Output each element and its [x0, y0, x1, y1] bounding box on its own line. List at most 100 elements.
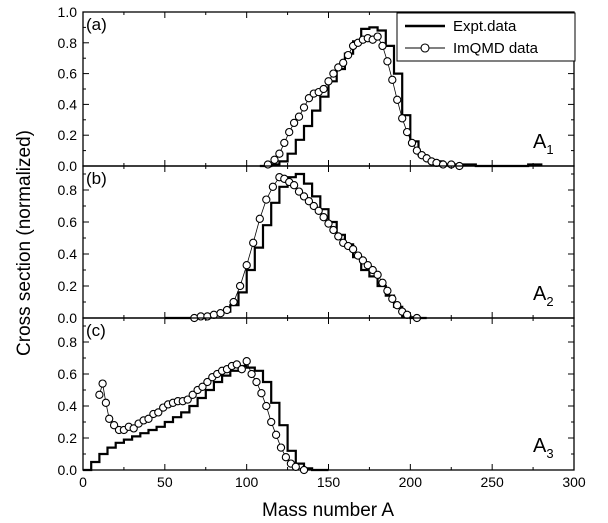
imqmd-point: [388, 75, 397, 84]
panel-mass-label-sub: 1: [546, 142, 553, 157]
imqmd-point: [263, 160, 273, 169]
panel-mass-label-sub: 2: [546, 294, 553, 309]
panel-mass-label-sub: 3: [546, 446, 553, 461]
panel-tag: (b): [86, 169, 107, 188]
imqmd-point: [438, 160, 448, 169]
imqmd-point: [252, 377, 261, 387]
imqmd-point: [209, 310, 219, 319]
imqmd-point: [268, 182, 278, 191]
imqmd-point: [270, 155, 279, 164]
x-tick-label: 200: [399, 474, 423, 490]
panel-tag: (c): [86, 321, 106, 340]
imqmd-point: [242, 357, 251, 366]
imqmd-point: [402, 310, 412, 319]
imqmd-point: [229, 297, 238, 307]
panel-mass-label: A3: [533, 435, 554, 461]
imqmd-point: [216, 309, 225, 318]
imqmd-point: [188, 390, 197, 399]
series-imqmd-line: [99, 360, 305, 471]
imqmd-point: [398, 114, 407, 123]
x-tick-label: 0: [79, 474, 87, 490]
imqmd-point: [129, 424, 138, 433]
imqmd-point: [198, 382, 207, 391]
imqmd-point: [363, 261, 372, 270]
imqmd-point: [304, 94, 314, 103]
imqmd-point: [299, 465, 309, 475]
y-tick-label: 0.4: [58, 96, 78, 112]
legend-imqmd-label: ImQMD data: [453, 40, 539, 57]
y-tick-label: 0.8: [58, 182, 78, 198]
y-tick-label: 0.4: [58, 246, 78, 262]
imqmd-point: [314, 206, 323, 215]
imqmd-point: [353, 251, 363, 260]
imqmd-point: [383, 57, 392, 66]
series-expt-line: [164, 172, 427, 320]
imqmd-point: [280, 138, 289, 148]
imqmd-point: [285, 127, 294, 137]
imqmd-point: [275, 149, 284, 158]
y-tick-label: 0.6: [58, 214, 78, 230]
imqmd-point: [289, 118, 299, 128]
imqmd-point: [109, 421, 119, 430]
imqmd-point: [291, 462, 300, 471]
y-tick-label: 0.2: [58, 430, 78, 446]
imqmd-point: [105, 414, 114, 423]
panel-mass-label: A2: [533, 283, 554, 309]
imqmd-point: [249, 238, 258, 247]
imqmd-point: [383, 286, 392, 295]
panels-layer: 0.0 0.2 0.4 0.6 0.8 1.0 (a) A1 0.0 0.2 0.4 0.6 0.8 (b…: [58, 4, 586, 490]
imqmd-point: [329, 69, 338, 78]
imqmd-point: [281, 453, 291, 462]
imqmd-point: [299, 192, 309, 201]
imqmd-point: [95, 390, 104, 399]
imqmd-point: [222, 305, 232, 315]
panel-frame: [82, 165, 575, 319]
x-tick-label: 50: [157, 474, 173, 490]
imqmd-point: [235, 281, 245, 291]
imqmd-point: [388, 294, 397, 303]
imqmd-point: [393, 95, 402, 104]
imqmd-point: [343, 50, 353, 60]
imqmd-point: [378, 41, 387, 51]
y-tick-label: 0.6: [58, 66, 78, 82]
panel-frame: [82, 317, 575, 471]
imqmd-point: [294, 187, 304, 196]
imqmd-point: [358, 256, 368, 265]
imqmd-point: [324, 219, 333, 228]
panel-2: 0.0 0.2 0.4 0.6 0.8 (b) A2: [58, 165, 575, 326]
imqmd-point: [309, 201, 318, 211]
imqmd-point: [378, 278, 387, 287]
imqmd-point: [348, 245, 358, 254]
imqmd-point: [373, 270, 382, 279]
y-tick-label: 0.8: [58, 334, 78, 350]
imqmd-point: [368, 265, 377, 275]
y-tick-label: 0.4: [58, 398, 78, 414]
imqmd-point: [402, 127, 412, 137]
imqmd-point: [154, 408, 163, 417]
x-axis-label: Mass number A: [262, 500, 394, 521]
imqmd-point: [339, 58, 348, 67]
imqmd-point: [101, 398, 111, 407]
imqmd-point: [267, 417, 276, 427]
imqmd-point: [237, 365, 246, 374]
imqmd-point: [262, 401, 271, 411]
imqmd-point: [276, 443, 286, 452]
imqmd-point: [294, 112, 304, 121]
x-tick-label: 300: [562, 474, 586, 490]
y-tick-label: 0.2: [58, 278, 78, 294]
imqmd-point: [412, 146, 422, 155]
imqmd-point: [98, 379, 107, 388]
panel-3: 0.0 0.2 0.4 0.6 0.8 (c) A3: [58, 317, 575, 478]
imqmd-point: [247, 369, 256, 379]
imqmd-point: [407, 138, 417, 148]
imqmd-point: [289, 181, 299, 190]
imqmd-point: [324, 77, 333, 86]
imqmd-point: [232, 360, 241, 369]
y-tick-label: 1.0: [58, 4, 78, 20]
imqmd-point: [262, 195, 271, 204]
legend-imqmd-marker: [420, 43, 430, 53]
legend-expt-label: Expt.data: [453, 18, 517, 35]
y-axis-label: Cross section (normalized): [14, 130, 35, 356]
x-tick-label: 250: [480, 474, 504, 490]
